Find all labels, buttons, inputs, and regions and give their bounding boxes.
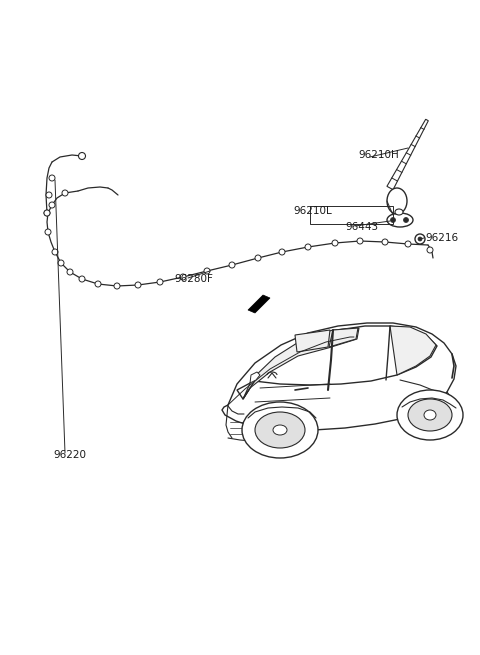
Circle shape xyxy=(404,217,408,223)
Ellipse shape xyxy=(408,399,452,431)
Circle shape xyxy=(62,190,68,196)
Circle shape xyxy=(427,247,433,253)
Polygon shape xyxy=(243,328,359,399)
Circle shape xyxy=(114,283,120,289)
Circle shape xyxy=(157,279,163,285)
Circle shape xyxy=(135,282,141,288)
Circle shape xyxy=(418,237,422,241)
Circle shape xyxy=(255,255,261,261)
Text: 96210L: 96210L xyxy=(293,206,332,216)
Polygon shape xyxy=(250,372,260,383)
Circle shape xyxy=(180,274,186,280)
Polygon shape xyxy=(295,330,330,352)
Polygon shape xyxy=(248,295,270,313)
Bar xyxy=(310,206,393,224)
Ellipse shape xyxy=(255,412,305,448)
Polygon shape xyxy=(329,328,358,347)
Circle shape xyxy=(279,249,285,255)
Ellipse shape xyxy=(242,402,318,458)
Circle shape xyxy=(79,153,85,160)
Text: 96443: 96443 xyxy=(345,222,378,232)
Polygon shape xyxy=(237,326,437,399)
Text: 96280F: 96280F xyxy=(174,274,213,284)
Circle shape xyxy=(49,202,55,208)
Circle shape xyxy=(46,192,52,198)
Circle shape xyxy=(382,239,388,245)
Circle shape xyxy=(405,241,411,247)
Ellipse shape xyxy=(387,213,413,227)
Polygon shape xyxy=(390,326,436,375)
Ellipse shape xyxy=(395,209,403,215)
Circle shape xyxy=(305,244,311,250)
Circle shape xyxy=(229,262,235,268)
Circle shape xyxy=(79,276,85,282)
Text: 96220: 96220 xyxy=(53,450,86,460)
Circle shape xyxy=(415,234,425,244)
Circle shape xyxy=(49,175,55,181)
Text: 96210H: 96210H xyxy=(358,150,399,160)
Circle shape xyxy=(44,210,50,216)
Circle shape xyxy=(45,229,51,235)
Polygon shape xyxy=(222,323,456,430)
Ellipse shape xyxy=(273,425,287,435)
Circle shape xyxy=(44,210,50,216)
Circle shape xyxy=(52,249,58,255)
Circle shape xyxy=(95,281,101,287)
Circle shape xyxy=(357,238,363,244)
Circle shape xyxy=(332,240,338,246)
Circle shape xyxy=(58,260,64,266)
Circle shape xyxy=(67,269,73,275)
Circle shape xyxy=(391,217,396,223)
Text: 96216: 96216 xyxy=(425,233,458,243)
Polygon shape xyxy=(387,119,428,190)
Ellipse shape xyxy=(397,390,463,440)
Ellipse shape xyxy=(424,410,436,420)
Ellipse shape xyxy=(387,188,407,214)
Circle shape xyxy=(204,268,210,274)
